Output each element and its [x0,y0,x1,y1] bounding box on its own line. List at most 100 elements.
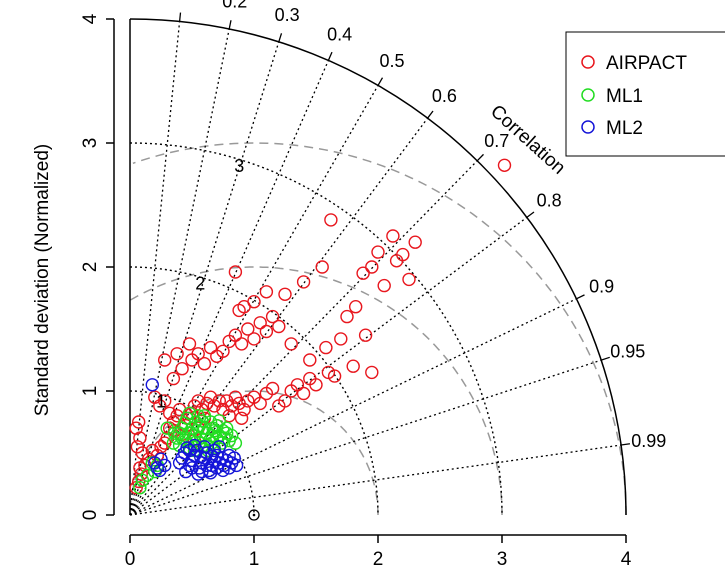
point-airpact [247,295,261,309]
point-airpact [296,386,311,401]
point-airpact [340,309,354,324]
point-airpact [170,347,184,361]
point-airpact [212,394,227,408]
point-ml2 [180,441,194,455]
point-airpact [175,362,189,376]
correlation-tick-label: 0.2 [222,0,247,12]
correlation-tick-label: 0.7 [484,131,509,151]
point-airpact [315,260,329,274]
correlation-tick [476,153,484,162]
y-axis-title: Standard deviation (Normalized) [32,144,53,416]
point-airpact [191,347,205,361]
point-airpact [284,337,298,351]
point-airpact [386,229,400,243]
y-tick-label: 0 [80,510,101,521]
x-tick-label: 4 [621,549,632,570]
point-airpact [130,440,145,454]
point-ml1 [160,421,174,435]
point-airpact [162,406,177,420]
point-airpact [365,260,379,274]
correlation-tick [620,443,631,446]
point-airpact [278,394,292,408]
correlation-tick-label: 0.8 [537,191,562,211]
point-airpact [219,394,234,408]
point-ml2 [229,458,244,473]
point-airpact [265,309,280,324]
point-airpact [191,394,205,408]
sd-arc [129,390,255,516]
point-airpact [170,409,184,423]
point-airpact [497,158,512,173]
point-airpact [371,245,385,259]
point-airpact [234,411,249,425]
legend-marker-ml1 [581,88,595,102]
point-ml2 [153,463,167,478]
x-tick-label: 2 [373,549,384,570]
point-ml2 [205,450,219,464]
y-tick-label: 1 [80,386,101,397]
point-airpact [319,340,333,355]
point-ml1 [133,481,147,495]
legend-entry-ml2: ML2 [581,118,643,139]
correlation-tick-label: 0.95 [610,341,645,361]
point-ml2 [210,461,224,475]
point-airpact [237,402,251,417]
point-airpact [290,378,305,392]
y-tick-label: 2 [80,262,101,273]
point-airpact [241,322,255,336]
point-airpact [377,278,391,293]
point-ml1 [206,421,220,435]
point-airpact [224,399,239,413]
point-airpact [153,399,167,413]
point-ml2 [182,443,197,458]
point-ml1 [188,415,203,429]
point-airpact [129,421,143,435]
point-airpact [346,359,360,373]
point-airpact [324,213,338,227]
point-airpact [182,337,197,351]
legend-entry-airpact: AIRPACT [581,53,687,74]
rms-arc [129,266,503,515]
outer-arc [129,18,627,516]
point-ml1 [191,409,205,423]
points-layer [129,158,512,521]
point-airpact [358,328,373,342]
correlation-tick [377,77,384,86]
correlation-tick [278,33,283,43]
correlation-tick-label: 0.6 [432,86,457,106]
sd-arc-label: 1 [156,391,166,411]
point-airpact [402,272,416,287]
point-airpact [197,357,212,371]
rms-arc [132,142,627,516]
sd-arc-label: 2 [195,274,205,294]
axis-layer [106,12,631,543]
sd-arc [129,142,503,516]
point-airpact [334,332,348,346]
correlation-tick-label: 0.3 [275,5,300,25]
y-tick-label: 4 [80,13,101,24]
point-ml2 [193,450,208,464]
correlation-tick-label: 0.5 [379,51,404,71]
point-airpact [259,285,274,299]
point-airpact [234,337,249,351]
legend: AIRPACT ML1 ML2 [565,31,725,157]
point-airpact [157,353,172,367]
point-ml2 [157,458,172,473]
point-airpact [349,300,363,314]
point-ml2 [145,378,160,392]
x-tick-label: 0 [125,549,136,570]
point-airpact [365,365,379,380]
point-airpact [389,254,404,268]
point-airpact [278,287,292,301]
grid-layer [129,21,627,516]
point-ml1 [167,426,182,440]
correlation-tick [327,51,333,61]
point-airpact [356,266,370,280]
point-ml1 [148,464,162,479]
point-ml1 [224,428,239,443]
point-airpact [309,378,323,392]
point-ml2 [187,438,202,453]
point-airpact [134,467,148,481]
point-airpact [253,316,267,330]
